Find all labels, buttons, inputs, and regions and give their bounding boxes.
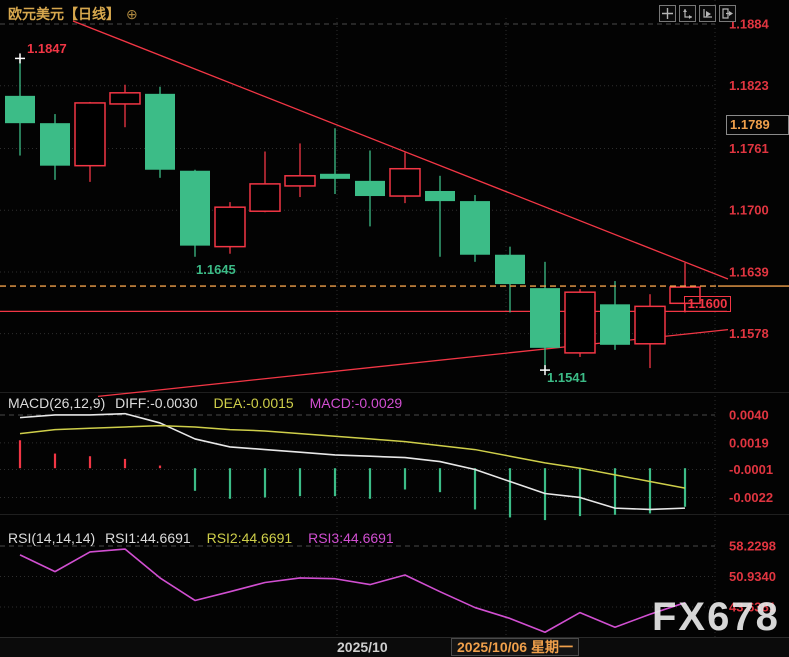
macd-dea-line: [19, 424, 686, 489]
time-axis-label-day: 2025/10/06 星期一: [451, 638, 579, 656]
candle-body: [320, 173, 350, 179]
fx678-watermark: FX678: [652, 595, 780, 639]
rsi-axis-label: 58.2298: [729, 539, 776, 554]
swing-low-label: 1.1541: [547, 370, 587, 385]
x-axis-scale-icon[interactable]: [699, 5, 716, 22]
candle-body: [249, 183, 281, 212]
crosshair-icon[interactable]: [659, 5, 676, 22]
macd-axis-label: -0.0022: [729, 490, 773, 505]
rsi-label: RSI(14,14,14): [8, 530, 96, 546]
reset-view-icon[interactable]: [719, 5, 736, 22]
candle-body: [425, 190, 455, 202]
symbol-title: 欧元美元【日线】: [8, 6, 120, 22]
candle-body: [5, 95, 35, 124]
candle-body: [40, 123, 70, 166]
rsi2-value: RSI2:44.6691: [206, 530, 293, 546]
candle-body: [109, 92, 141, 105]
macd-dea-value: DEA:-0.0015: [213, 395, 294, 411]
price-axis-label: 1.1884: [729, 17, 770, 32]
chart-toolbar: [659, 5, 736, 22]
price-box-label: 1.1789: [726, 115, 789, 135]
candle-body: [284, 175, 316, 187]
candle-body: [634, 305, 666, 345]
rsi3-value: RSI3:44.6691: [308, 530, 394, 546]
swing-low-label: 1.1645: [196, 262, 236, 277]
swing-high-label: 1.1847: [27, 41, 67, 56]
candle-body: [495, 254, 525, 285]
circle-plus-icon[interactable]: ⊕: [126, 6, 138, 22]
symbol-title-bar: 欧元美元【日线】 ⊕: [8, 4, 138, 24]
macd-axis-label: -0.0001: [729, 462, 773, 477]
price-axis-label: 1.1639: [729, 264, 769, 279]
rsi-readout-row: RSI(14,14,14) RSI1:44.6691 RSI2:44.6691 …: [8, 530, 406, 546]
candle-body: [214, 206, 246, 248]
time-axis-label-month: 2025/10: [337, 639, 388, 655]
candle-body: [460, 201, 490, 255]
candle-body: [564, 291, 596, 354]
candle-body: [669, 286, 701, 305]
candle-body: [389, 167, 421, 197]
descending-resistance-trendline: [72, 20, 729, 280]
macd-diff-line: [19, 412, 686, 511]
price-axis-label: 1.1578: [729, 326, 769, 341]
macd-macd-value: MACD:-0.0029: [309, 395, 403, 411]
macd-readout-row: MACD(26,12,9) DIFF:-0.0030 DEA:-0.0015 M…: [8, 395, 414, 411]
price-axis-label: 1.1823: [729, 78, 769, 93]
rsi1-value: RSI1:44.6691: [105, 530, 191, 546]
level-price-label: 1.1600: [684, 296, 731, 312]
rsi-axis-label: 43.6381: [729, 599, 776, 614]
candle-body: [74, 102, 106, 167]
candle-body: [530, 288, 560, 348]
macd-label: MACD(26,12,9): [8, 395, 106, 411]
price-axis-label: 1.1761: [729, 141, 769, 156]
candle-body: [355, 180, 385, 197]
rsi-line: [19, 548, 686, 634]
ascending-support-trendline: [97, 328, 729, 398]
time-axis-strip[interactable]: [0, 637, 789, 657]
rsi-axis-label: 50.9340: [729, 569, 776, 584]
candle-body: [145, 93, 175, 170]
macd-axis-label: 0.0019: [729, 435, 769, 450]
y-axis-scale-icon[interactable]: [679, 5, 696, 22]
macd-axis-label: 0.0040: [729, 407, 769, 422]
candle-body: [600, 304, 630, 345]
price-axis-label: 1.1700: [729, 203, 769, 218]
macd-diff-value: DIFF:-0.0030: [115, 395, 198, 411]
candle-body: [180, 170, 210, 246]
